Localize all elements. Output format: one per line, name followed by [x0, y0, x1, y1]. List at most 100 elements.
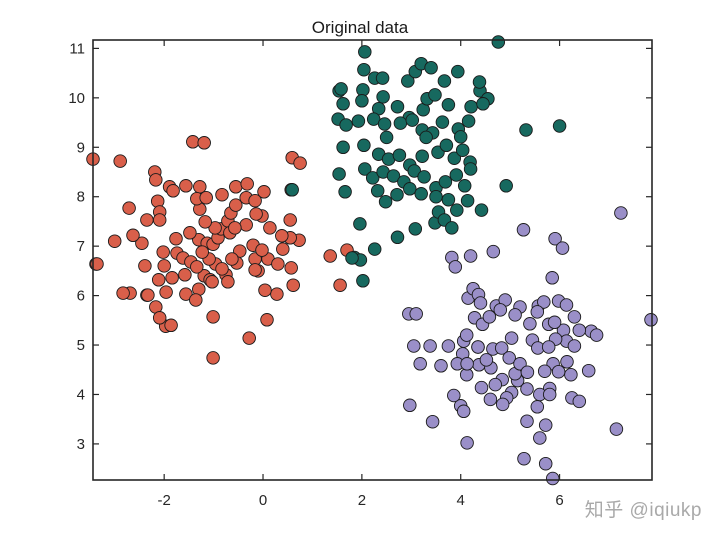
data-point [286, 278, 300, 292]
data-point [199, 190, 213, 205]
y-tick-label: 4 [77, 386, 85, 403]
data-point [447, 151, 462, 165]
data-point [428, 88, 442, 102]
data-point [441, 192, 456, 207]
data-point [107, 234, 122, 248]
data-point [152, 311, 167, 325]
series-cluster-3 [402, 206, 658, 486]
data-point [417, 170, 431, 184]
data-point [365, 171, 380, 185]
data-point [483, 392, 498, 407]
data-point [460, 436, 474, 450]
data-point [457, 179, 472, 193]
data-point [533, 431, 547, 445]
data-point [538, 418, 553, 432]
data-point [425, 414, 440, 429]
data-point [408, 222, 423, 236]
data-point [581, 363, 596, 378]
data-point [537, 364, 552, 378]
data-point [560, 355, 574, 369]
data-point [449, 168, 464, 182]
data-point [283, 213, 297, 227]
data-point [493, 303, 508, 317]
x-tick-label: 2 [358, 492, 366, 509]
data-point [149, 173, 163, 187]
data-point [376, 90, 390, 104]
data-point [339, 118, 353, 132]
data-point [459, 328, 474, 342]
data-point [538, 456, 553, 471]
data-point [545, 471, 560, 486]
data-point [169, 231, 183, 246]
x-tick-label: 6 [555, 492, 563, 509]
data-point [166, 184, 180, 198]
data-point [242, 331, 256, 345]
data-point [156, 245, 170, 259]
watermark: 知乎 @iqiukp [584, 500, 702, 521]
data-point [471, 340, 485, 354]
data-point [523, 317, 537, 331]
data-point [424, 60, 438, 75]
data-point [179, 179, 193, 193]
data-point [239, 218, 253, 232]
data-point [358, 162, 372, 176]
data-point [338, 185, 352, 199]
data-point [285, 183, 299, 197]
data-point [333, 278, 347, 292]
data-point [589, 328, 604, 342]
data-point [463, 249, 478, 263]
data-point [472, 75, 487, 89]
x-tick-label: 0 [259, 492, 267, 509]
data-point [530, 305, 545, 319]
data-point [260, 313, 274, 327]
data-point [378, 194, 393, 209]
data-point [555, 241, 570, 255]
data-point [451, 64, 465, 79]
data-point [257, 185, 271, 199]
data-point [206, 310, 220, 324]
chart-title: Original data [311, 18, 409, 37]
data-point [179, 287, 193, 301]
data-point [414, 187, 428, 201]
data-point [463, 162, 478, 176]
data-point [552, 119, 567, 133]
data-point [564, 367, 578, 382]
data-point [215, 187, 229, 202]
data-point [205, 275, 219, 289]
data-point [520, 365, 535, 379]
data-point [229, 198, 243, 212]
scatter-points [86, 35, 658, 486]
data-point [572, 394, 587, 409]
data-point [441, 98, 456, 112]
data-point [377, 117, 392, 131]
data-point [474, 380, 489, 395]
data-point [138, 259, 152, 273]
data-point [392, 148, 407, 162]
data-point [464, 99, 478, 114]
data-point [453, 130, 468, 144]
y-tick-label: 10 [68, 90, 85, 107]
data-point [476, 97, 490, 111]
data-point [460, 357, 474, 371]
data-point [375, 71, 390, 85]
data-point [151, 273, 166, 287]
data-point [520, 382, 534, 396]
data-point [356, 274, 370, 288]
data-point [551, 364, 566, 379]
data-point [336, 140, 350, 155]
data-point [334, 82, 348, 96]
data-point [520, 414, 534, 428]
data-point [263, 221, 277, 235]
data-point [255, 243, 269, 257]
data-point [405, 113, 420, 127]
data-point [186, 135, 200, 149]
data-point [419, 130, 433, 145]
data-point [195, 245, 209, 259]
data-point [423, 339, 437, 353]
data-point [450, 203, 464, 217]
data-point [545, 271, 559, 285]
y-tick-label: 9 [77, 139, 85, 156]
data-point [614, 206, 628, 220]
